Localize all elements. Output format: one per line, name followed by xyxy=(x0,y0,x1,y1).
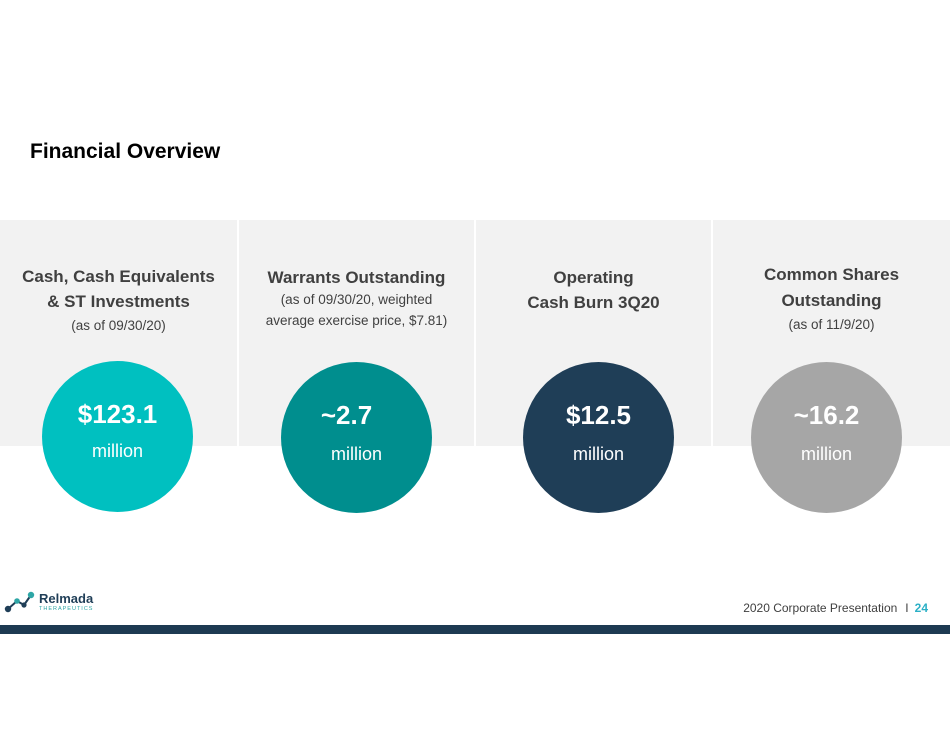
metric-circle-shares: ~16.2 million xyxy=(751,362,902,513)
logo-tagline: THERAPEUTICS xyxy=(39,606,94,612)
metric-value: $123.1 xyxy=(77,399,158,429)
metric-circle-warrants: ~2.7 million xyxy=(281,362,432,513)
metric-value: $12.5 xyxy=(565,400,632,430)
metric-heading: & ST Investments xyxy=(47,292,190,311)
metric-subtext: (as of 11/9/20) xyxy=(788,317,875,332)
presentation-name: 2020 Corporate Presentation xyxy=(743,601,898,615)
page-number: 24 xyxy=(914,601,928,615)
metric-heading: Cash Burn 3Q20 xyxy=(527,293,660,312)
metric-heading: Operating xyxy=(553,268,634,287)
metric-unit: million xyxy=(800,444,852,464)
logo-wordmark: Relmada xyxy=(39,591,94,606)
metric-heading: Outstanding xyxy=(781,291,882,310)
footer-caption: 2020 Corporate Presentation I 24 xyxy=(743,601,928,615)
metric-unit: million xyxy=(91,441,143,461)
metric-subtext: (as of 09/30/20, weighted xyxy=(280,292,433,307)
footer-bar xyxy=(0,625,950,634)
metric-value: ~2.7 xyxy=(320,400,373,430)
metric-subtext: (as of 09/30/20) xyxy=(71,318,166,333)
metric-circle-cash-burn: $12.5 million xyxy=(523,362,674,513)
molecule-icon xyxy=(4,591,35,613)
metrics-panels: Cash, Cash Equivalents & ST Investments … xyxy=(0,220,950,446)
metric-unit: million xyxy=(572,444,624,464)
footer-separator: I xyxy=(905,601,909,615)
metric-heading: Warrants Outstanding xyxy=(267,268,446,287)
metric-value: ~16.2 xyxy=(793,400,860,430)
metric-heading: Cash, Cash Equivalents xyxy=(22,267,215,286)
metric-unit: million xyxy=(330,444,382,464)
page-title: Financial Overview xyxy=(30,140,221,163)
company-logo: Relmada THERAPEUTICS xyxy=(4,588,114,616)
metric-circle-cash: $123.1 million xyxy=(42,361,193,512)
metric-heading: Common Shares xyxy=(763,265,900,284)
metric-subtext: average exercise price, $7.81) xyxy=(265,313,448,328)
